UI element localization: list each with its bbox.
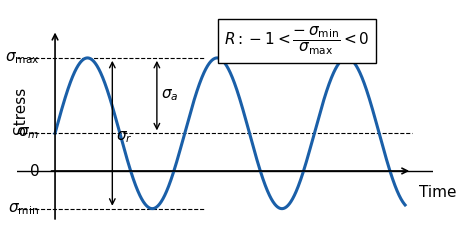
- Text: $\sigma_{\rm min}$: $\sigma_{\rm min}$: [8, 201, 39, 217]
- Text: $\sigma_r$: $\sigma_r$: [115, 129, 132, 145]
- Text: $\sigma_m$: $\sigma_m$: [18, 126, 39, 141]
- Text: Stress: Stress: [12, 87, 28, 134]
- Text: $0$: $0$: [28, 163, 39, 179]
- Text: $R:-1<\dfrac{-\,\sigma_{\rm min}}{\sigma_{\rm max}}<0$: $R:-1<\dfrac{-\,\sigma_{\rm min}}{\sigma…: [224, 25, 369, 57]
- Text: $\sigma_a$: $\sigma_a$: [161, 88, 179, 104]
- Text: $\sigma_{\rm max}$: $\sigma_{\rm max}$: [5, 50, 39, 66]
- Text: Time: Time: [418, 185, 456, 200]
